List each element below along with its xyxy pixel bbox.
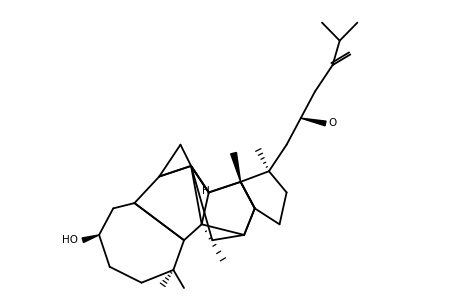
Polygon shape (82, 235, 99, 242)
Polygon shape (300, 118, 325, 126)
Text: HO: HO (62, 235, 78, 245)
Text: O: O (328, 118, 336, 128)
Text: H: H (202, 186, 209, 196)
Polygon shape (230, 152, 240, 182)
